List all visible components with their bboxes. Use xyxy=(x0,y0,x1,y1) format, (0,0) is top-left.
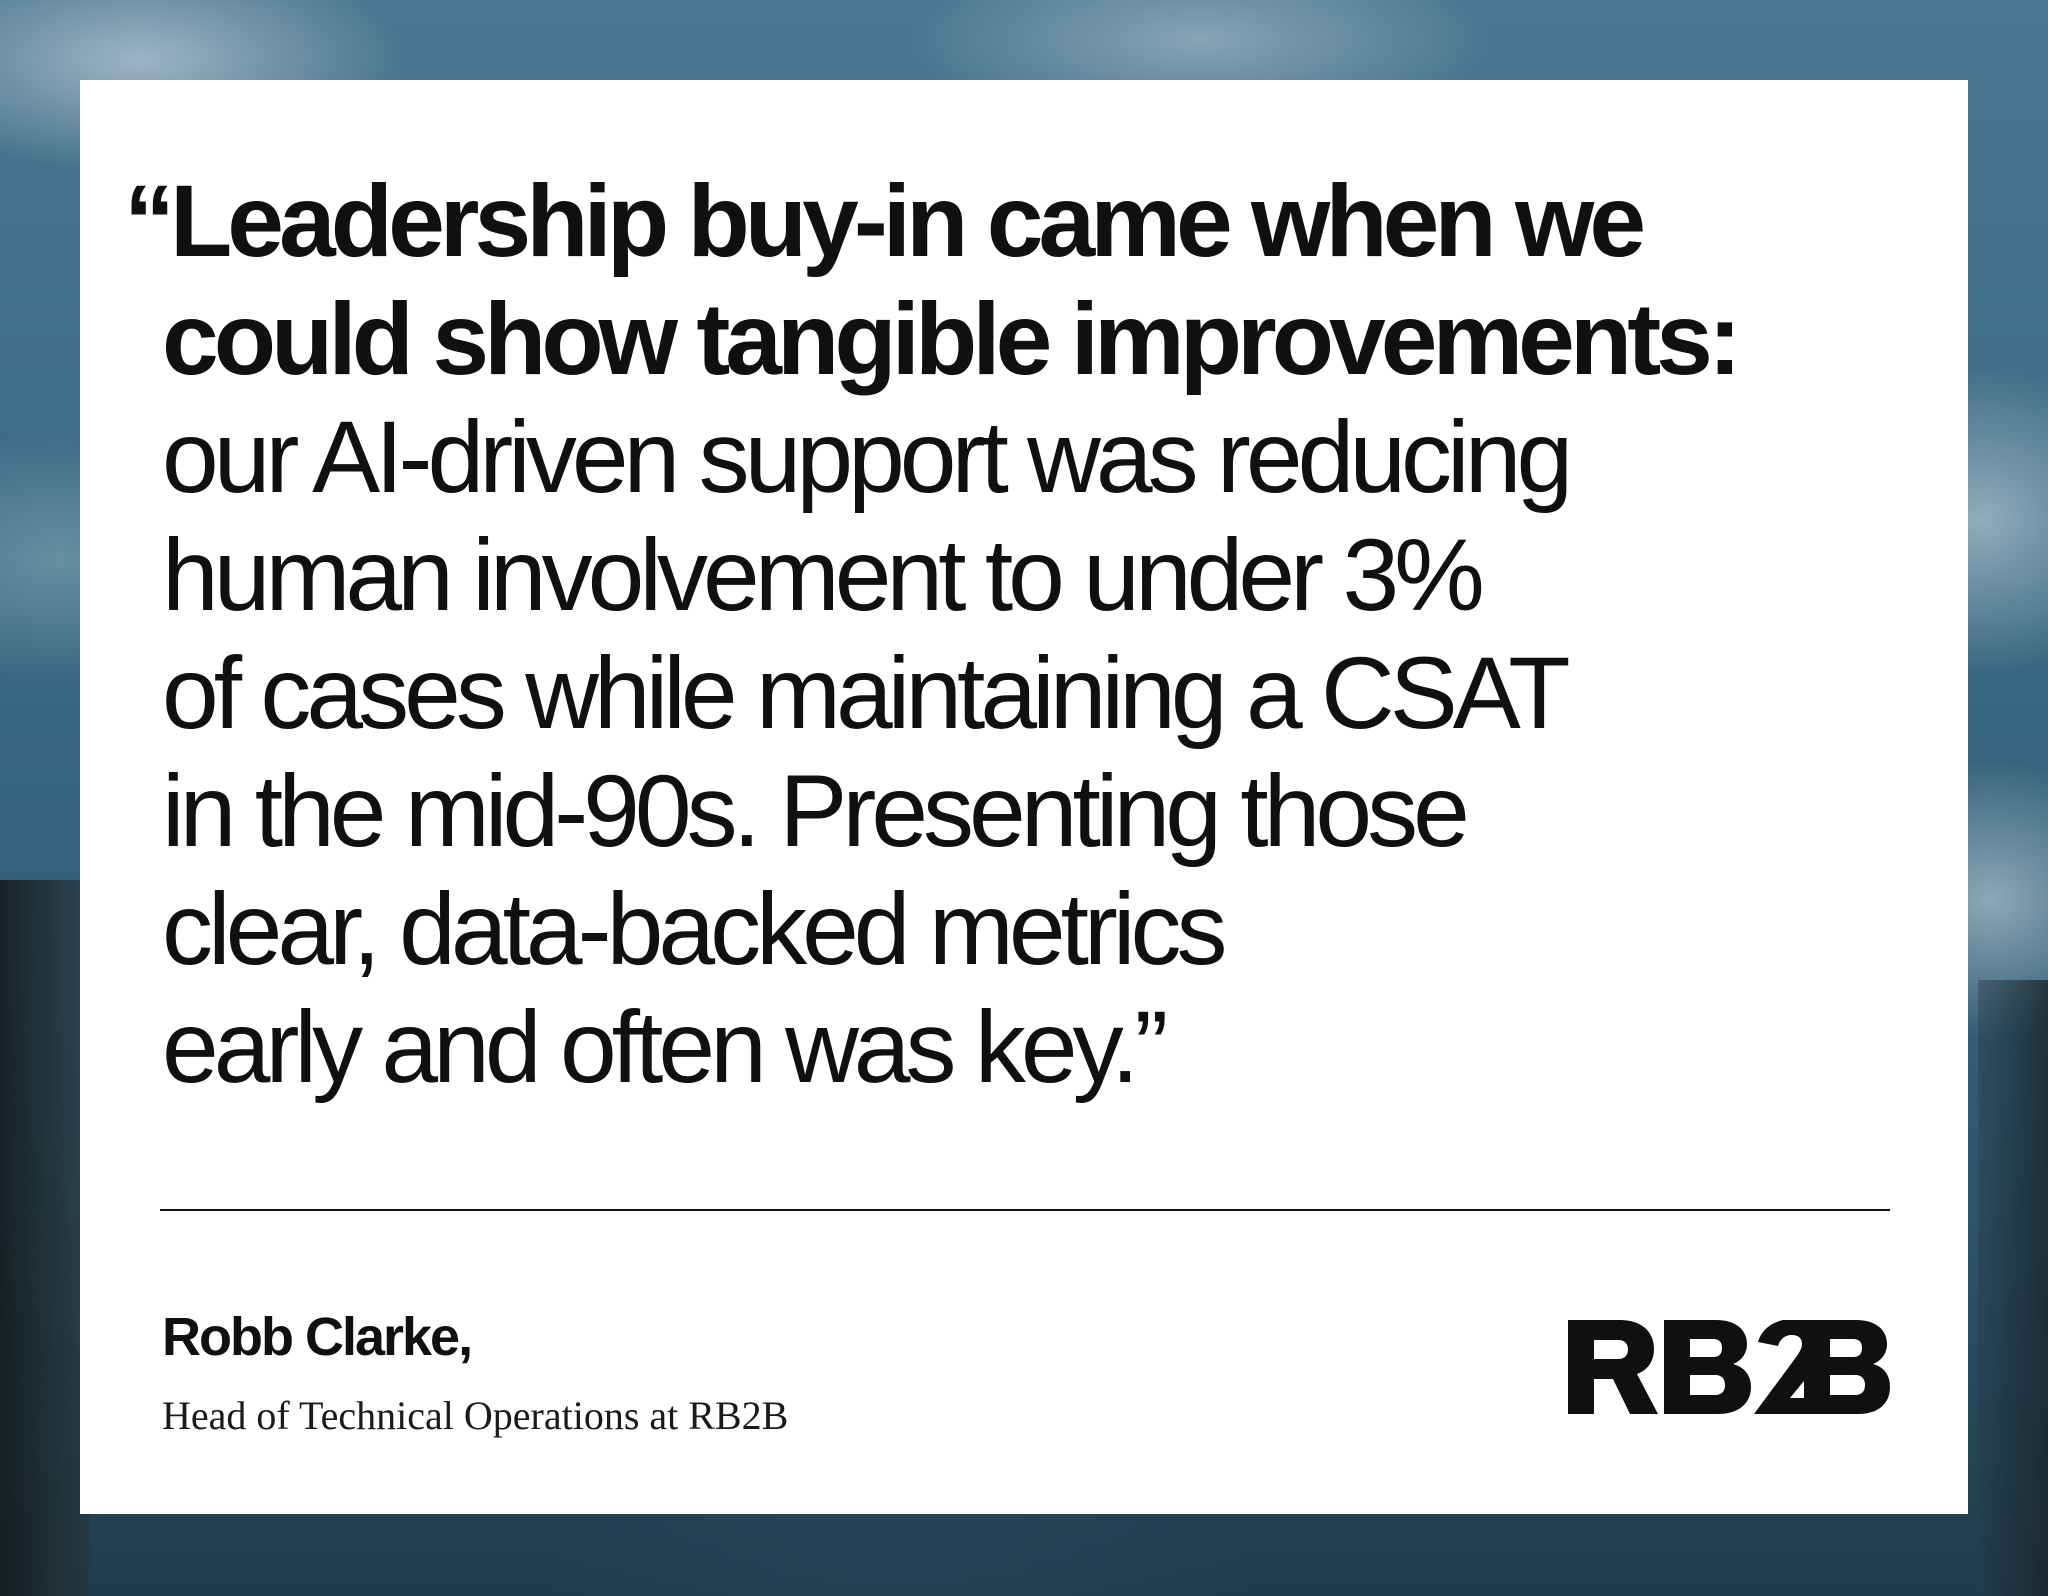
quote-line-6: in the mid-90s. Presenting those xyxy=(162,754,1470,868)
rb2b-logo-icon xyxy=(1568,1320,1890,1414)
divider-line xyxy=(160,1209,1890,1211)
quote-line-1: “Leadership buy-in came when we xyxy=(124,164,1646,278)
quote-line-5: of cases while maintaining a CSAT xyxy=(162,636,1571,750)
quote-line-8: early and often was key.” xyxy=(162,990,1168,1104)
quote-line-3: our AI-driven support was reducing xyxy=(162,400,1573,514)
quote-line-7: clear, data-backed metrics xyxy=(162,872,1228,986)
background-shadow-right xyxy=(1978,980,2048,1596)
author-title: Head of Technical Operations at RB2B xyxy=(162,1393,789,1438)
quote-card: “Leadership buy-in came when we could sh… xyxy=(80,80,1968,1514)
quote-line-2: could show tangible improvements: xyxy=(162,282,1742,396)
quote-text: “Leadership buy-in came when we could sh… xyxy=(124,162,1922,1106)
background-shadow-left xyxy=(0,880,90,1596)
quote-line-4: human involvement to under 3% xyxy=(162,518,1485,632)
author-name: Robb Clarke, xyxy=(162,1307,473,1367)
